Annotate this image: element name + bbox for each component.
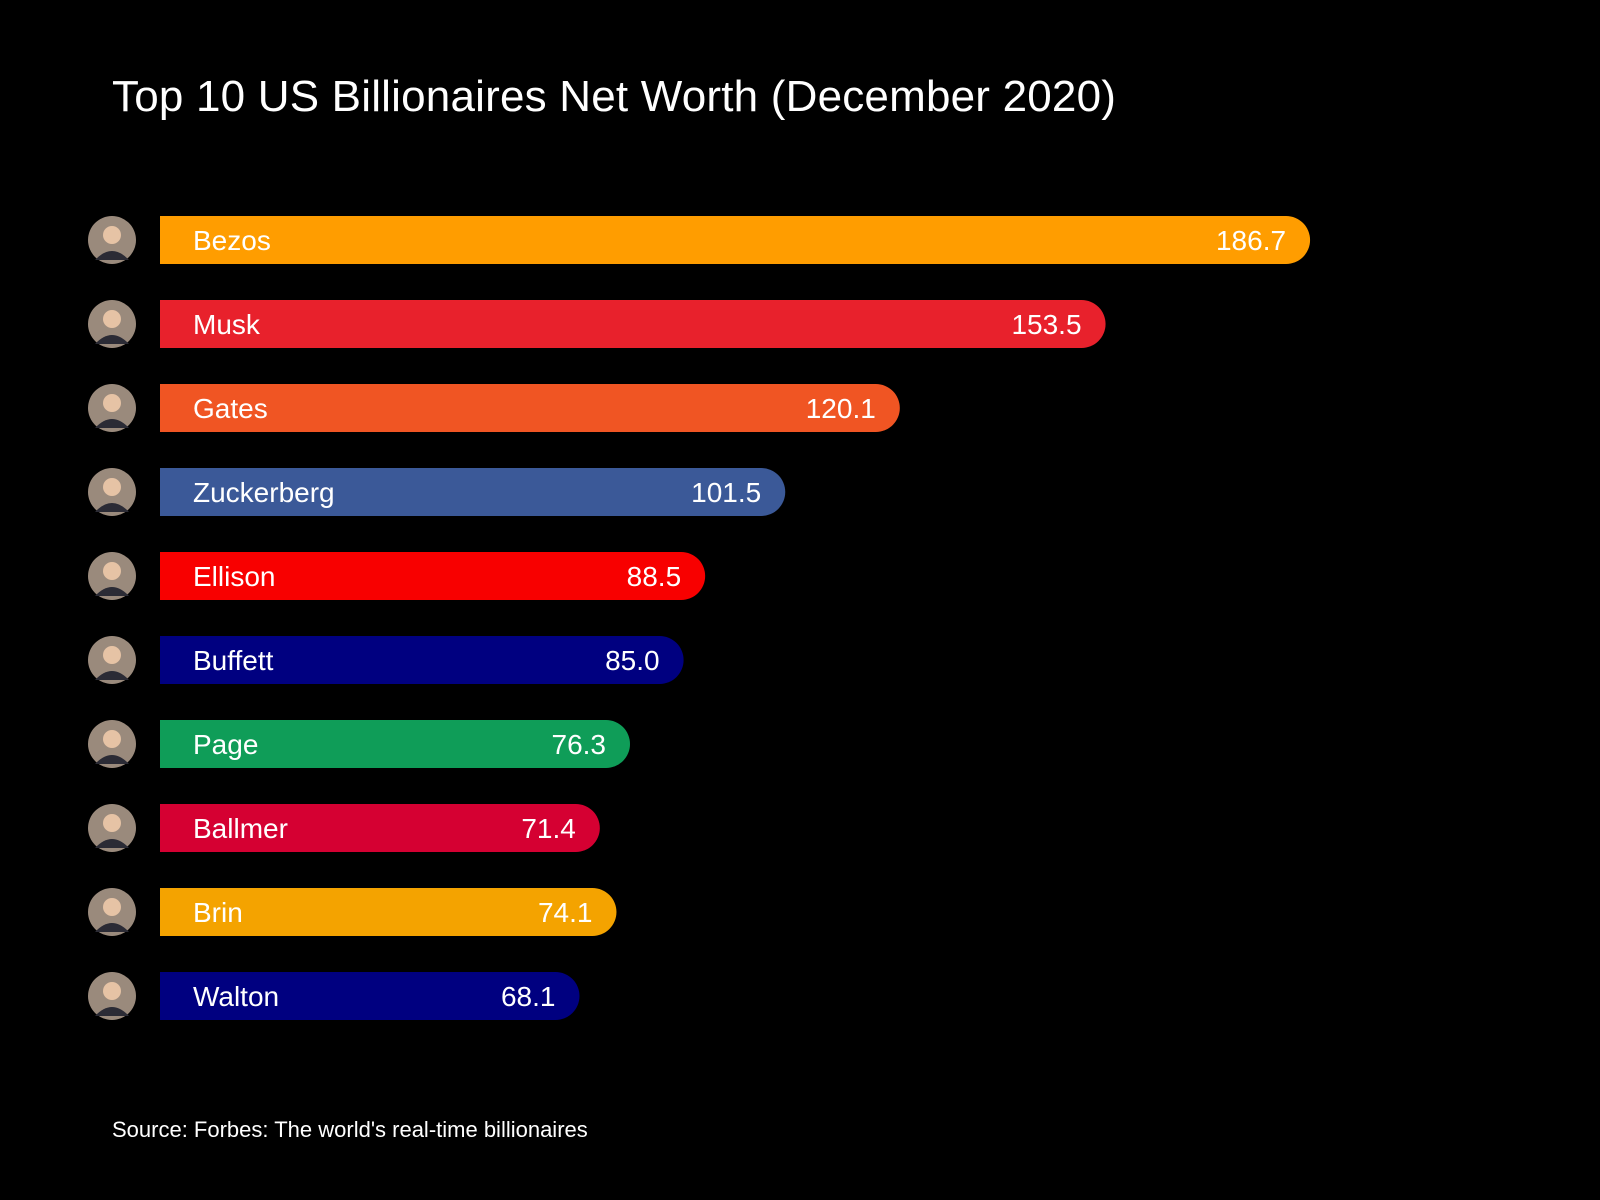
bar-value-label: 101.5 xyxy=(691,477,761,508)
bar-row: Ellison 88.5 xyxy=(88,552,706,600)
bar xyxy=(160,216,1311,264)
buffett-avatar-icon xyxy=(88,636,136,684)
bezos-avatar-icon xyxy=(88,216,136,264)
chart-title: Top 10 US Billionaires Net Worth (Decemb… xyxy=(112,72,1117,121)
bar xyxy=(160,888,617,936)
bar xyxy=(160,384,900,432)
bar-value-label: 85.0 xyxy=(605,645,660,676)
bar-row: Page 76.3 xyxy=(88,720,631,768)
bar-name-label: Ellison xyxy=(193,561,275,592)
bar-row: Bezos 186.7 xyxy=(88,216,1311,264)
page-avatar-icon xyxy=(88,720,136,768)
ellison-avatar-icon xyxy=(88,552,136,600)
bar xyxy=(160,300,1106,348)
zuckerberg-avatar-icon xyxy=(88,468,136,516)
bar-value-label: 71.4 xyxy=(521,813,576,844)
bar-name-label: Walton xyxy=(193,981,279,1012)
bar-row: Musk 153.5 xyxy=(88,300,1106,348)
bar-name-label: Brin xyxy=(193,897,243,928)
bar xyxy=(160,552,706,600)
gates-avatar-icon xyxy=(88,384,136,432)
bar-value-label: 76.3 xyxy=(552,729,607,760)
bar-name-label: Buffett xyxy=(193,645,274,676)
bar-name-label: Ballmer xyxy=(193,813,288,844)
musk-avatar-icon xyxy=(88,300,136,348)
ballmer-avatar-icon xyxy=(88,804,136,852)
bar-row: Buffett 85.0 xyxy=(88,636,684,684)
bar xyxy=(160,972,580,1020)
bar-value-label: 74.1 xyxy=(538,897,593,928)
bar-row: Gates 120.1 xyxy=(88,384,900,432)
bar-name-label: Gates xyxy=(193,393,268,424)
bar-value-label: 186.7 xyxy=(1216,225,1286,256)
bar-row: Walton 68.1 xyxy=(88,972,580,1020)
bar xyxy=(160,636,684,684)
bar-row: Zuckerberg 101.5 xyxy=(88,468,786,516)
chart-source: Source: Forbes: The world's real-time bi… xyxy=(112,1117,588,1142)
bar-row: Brin 74.1 xyxy=(88,888,617,936)
bar-name-label: Page xyxy=(193,729,258,760)
walton-avatar-icon xyxy=(88,972,136,1020)
bar xyxy=(160,720,631,768)
bar-value-label: 88.5 xyxy=(627,561,682,592)
bar-name-label: Bezos xyxy=(193,225,271,256)
bar-name-label: Musk xyxy=(193,309,261,340)
bar-name-label: Zuckerberg xyxy=(193,477,335,508)
brin-avatar-icon xyxy=(88,888,136,936)
bar-value-label: 68.1 xyxy=(501,981,556,1012)
bar-value-label: 120.1 xyxy=(806,393,876,424)
bar xyxy=(160,804,600,852)
bar xyxy=(160,468,786,516)
bar-value-label: 153.5 xyxy=(1011,309,1081,340)
bar-row: Ballmer 71.4 xyxy=(88,804,600,852)
